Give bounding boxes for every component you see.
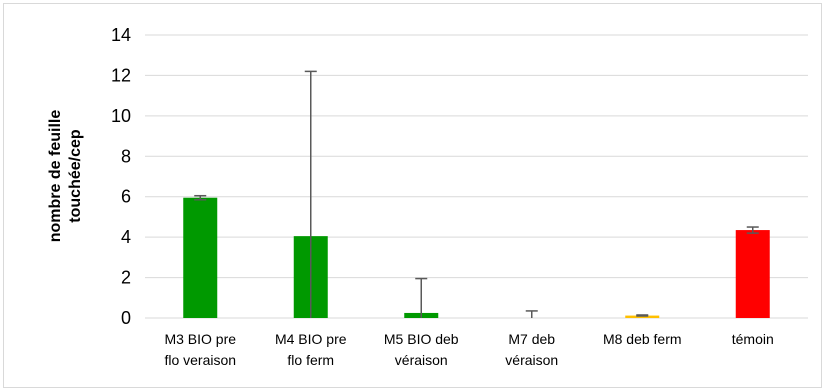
y-axis-label: nombre de feuille touchée/cep [47,110,84,243]
y-tick-label: 12 [111,65,131,85]
y-tick-label: 10 [111,106,131,126]
bar [183,197,218,318]
x-category-label: M4 BIO pre [275,331,347,347]
bar [735,230,770,318]
x-category-label: véraison [395,352,448,368]
x-category-label: témoin [732,331,774,347]
x-category-label: flo ferm [287,352,334,368]
chart-frame [3,3,822,388]
x-category-label: M3 BIO pre [164,331,236,347]
x-category-label: véraison [505,352,558,368]
x-category-label: M5 BIO deb [384,331,459,347]
error-bars [194,70,759,318]
gridlines [145,34,808,319]
x-axis-categories: M3 BIO pre flo veraison M4 BIO pre flo ferm… [164,331,773,368]
y-axis-ticks: 0 2 4 6 8 10 12 14 [111,25,131,328]
y-axis-title-line: touchée/cep [67,129,84,223]
y-tick-label: 14 [111,25,131,45]
y-tick-label: 4 [121,227,131,247]
y-tick-label: 8 [121,146,131,166]
y-axis-title-line: nombre de feuille [47,110,64,243]
bar [625,315,660,318]
x-category-label: M7 deb [508,331,555,347]
bars [183,197,770,318]
y-tick-label: 6 [121,187,131,207]
y-tick-label: 0 [121,308,131,328]
x-category-label: flo veraison [164,352,236,368]
x-category-label: M8 deb ferm [603,331,682,347]
y-tick-label: 2 [121,268,131,288]
